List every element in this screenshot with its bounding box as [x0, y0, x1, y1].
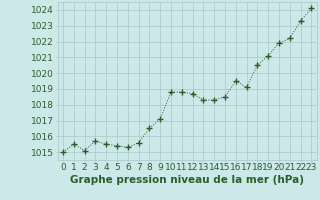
X-axis label: Graphe pression niveau de la mer (hPa): Graphe pression niveau de la mer (hPa): [70, 175, 304, 185]
